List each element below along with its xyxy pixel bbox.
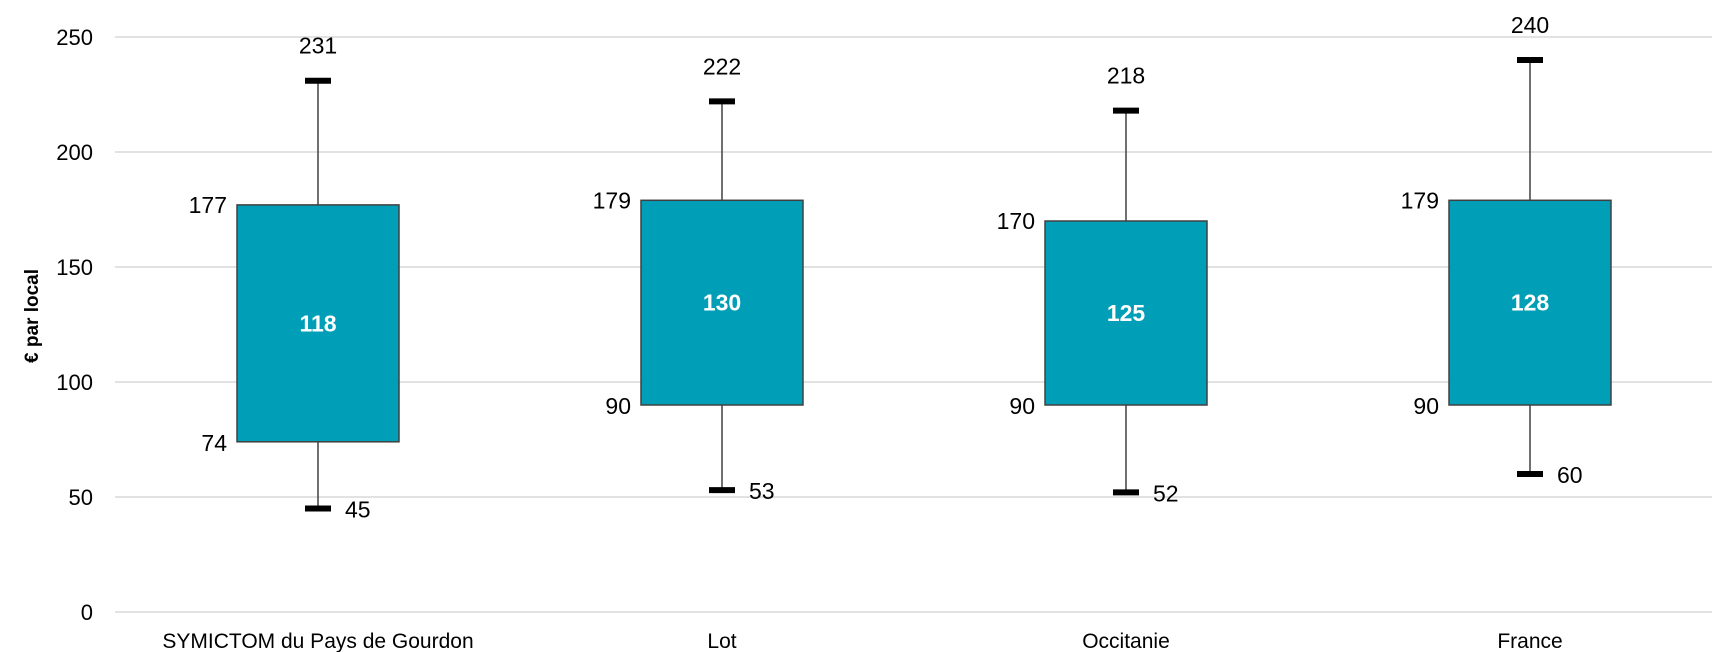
y-tick-label: 0 [81,600,93,625]
q3-label: 170 [997,208,1035,234]
x-category-label: SYMICTOM du Pays de Gourdon [162,630,473,652]
q1-label: 74 [201,430,227,456]
min-label: 53 [749,478,775,504]
median-label: 118 [299,310,336,336]
iqr-box [1044,220,1208,406]
iqr-box [236,204,400,443]
y-tick-label: 200 [56,140,93,165]
min-label: 52 [1153,480,1179,506]
q1-label: 90 [605,393,631,419]
min-label: 60 [1557,462,1583,488]
y-axis-ticks: 0 50 100 150 200 250 [56,25,93,625]
box-group: 222 53 179 90 130 [593,53,804,504]
y-tick-label: 150 [56,255,93,280]
x-category-label: Occitanie [1082,630,1170,652]
y-tick-label: 250 [56,25,93,50]
max-label: 231 [299,33,337,59]
y-tick-label: 50 [69,485,93,510]
q3-label: 179 [1401,187,1439,213]
min-label: 45 [345,497,371,523]
iqr-box [1448,199,1612,406]
max-label: 222 [703,53,741,79]
q3-label: 177 [189,192,227,218]
x-category-label: Lot [707,630,736,652]
x-axis-categories: SYMICTOM du Pays de Gourdon Lot Occitanie F… [162,630,1562,652]
median-label: 130 [703,290,741,316]
q3-label: 179 [593,187,631,213]
median-label: 128 [1511,290,1550,316]
max-label: 240 [1511,12,1549,38]
y-axis-label: € par local [22,269,43,363]
q1-label: 90 [1009,393,1035,419]
q1-label: 90 [1413,393,1439,419]
x-category-label: France [1497,630,1562,652]
y-tick-label: 100 [56,370,93,395]
median-label: 125 [1107,300,1146,326]
max-label: 218 [1107,63,1145,89]
box-group: 231 45 177 74 118 [189,33,400,523]
boxes: 2314517774118222531799013021852170901252… [189,12,1612,523]
iqr-box [640,199,804,406]
box-group: 218 52 170 90 125 [997,63,1208,506]
box-group: 240 60 179 90 128 [1401,12,1612,488]
